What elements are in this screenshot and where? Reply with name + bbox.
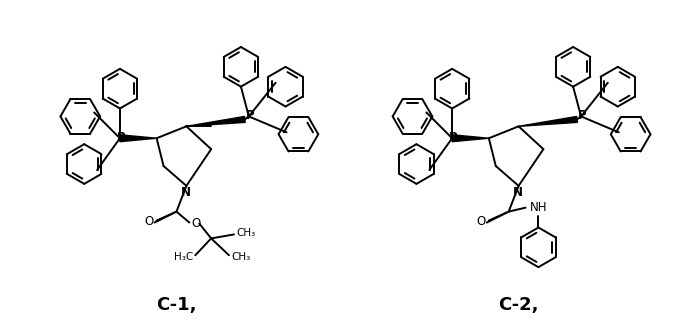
Text: P: P — [578, 109, 587, 122]
Text: H₃C: H₃C — [174, 252, 193, 262]
Text: C-2,: C-2, — [498, 296, 539, 314]
Text: P: P — [449, 131, 457, 144]
Text: CH₃: CH₃ — [231, 252, 250, 262]
Text: C-1,: C-1, — [156, 296, 197, 314]
Text: N: N — [512, 186, 523, 199]
Polygon shape — [452, 135, 489, 142]
Polygon shape — [519, 117, 578, 126]
Polygon shape — [120, 135, 157, 142]
Text: O: O — [192, 217, 201, 230]
Text: NH: NH — [530, 201, 547, 214]
Text: CH₃: CH₃ — [236, 228, 256, 238]
Text: O: O — [476, 215, 486, 228]
Polygon shape — [186, 117, 245, 126]
Text: P: P — [117, 131, 125, 144]
Text: N: N — [181, 186, 190, 199]
Text: O: O — [144, 215, 153, 228]
Text: P: P — [246, 109, 254, 122]
